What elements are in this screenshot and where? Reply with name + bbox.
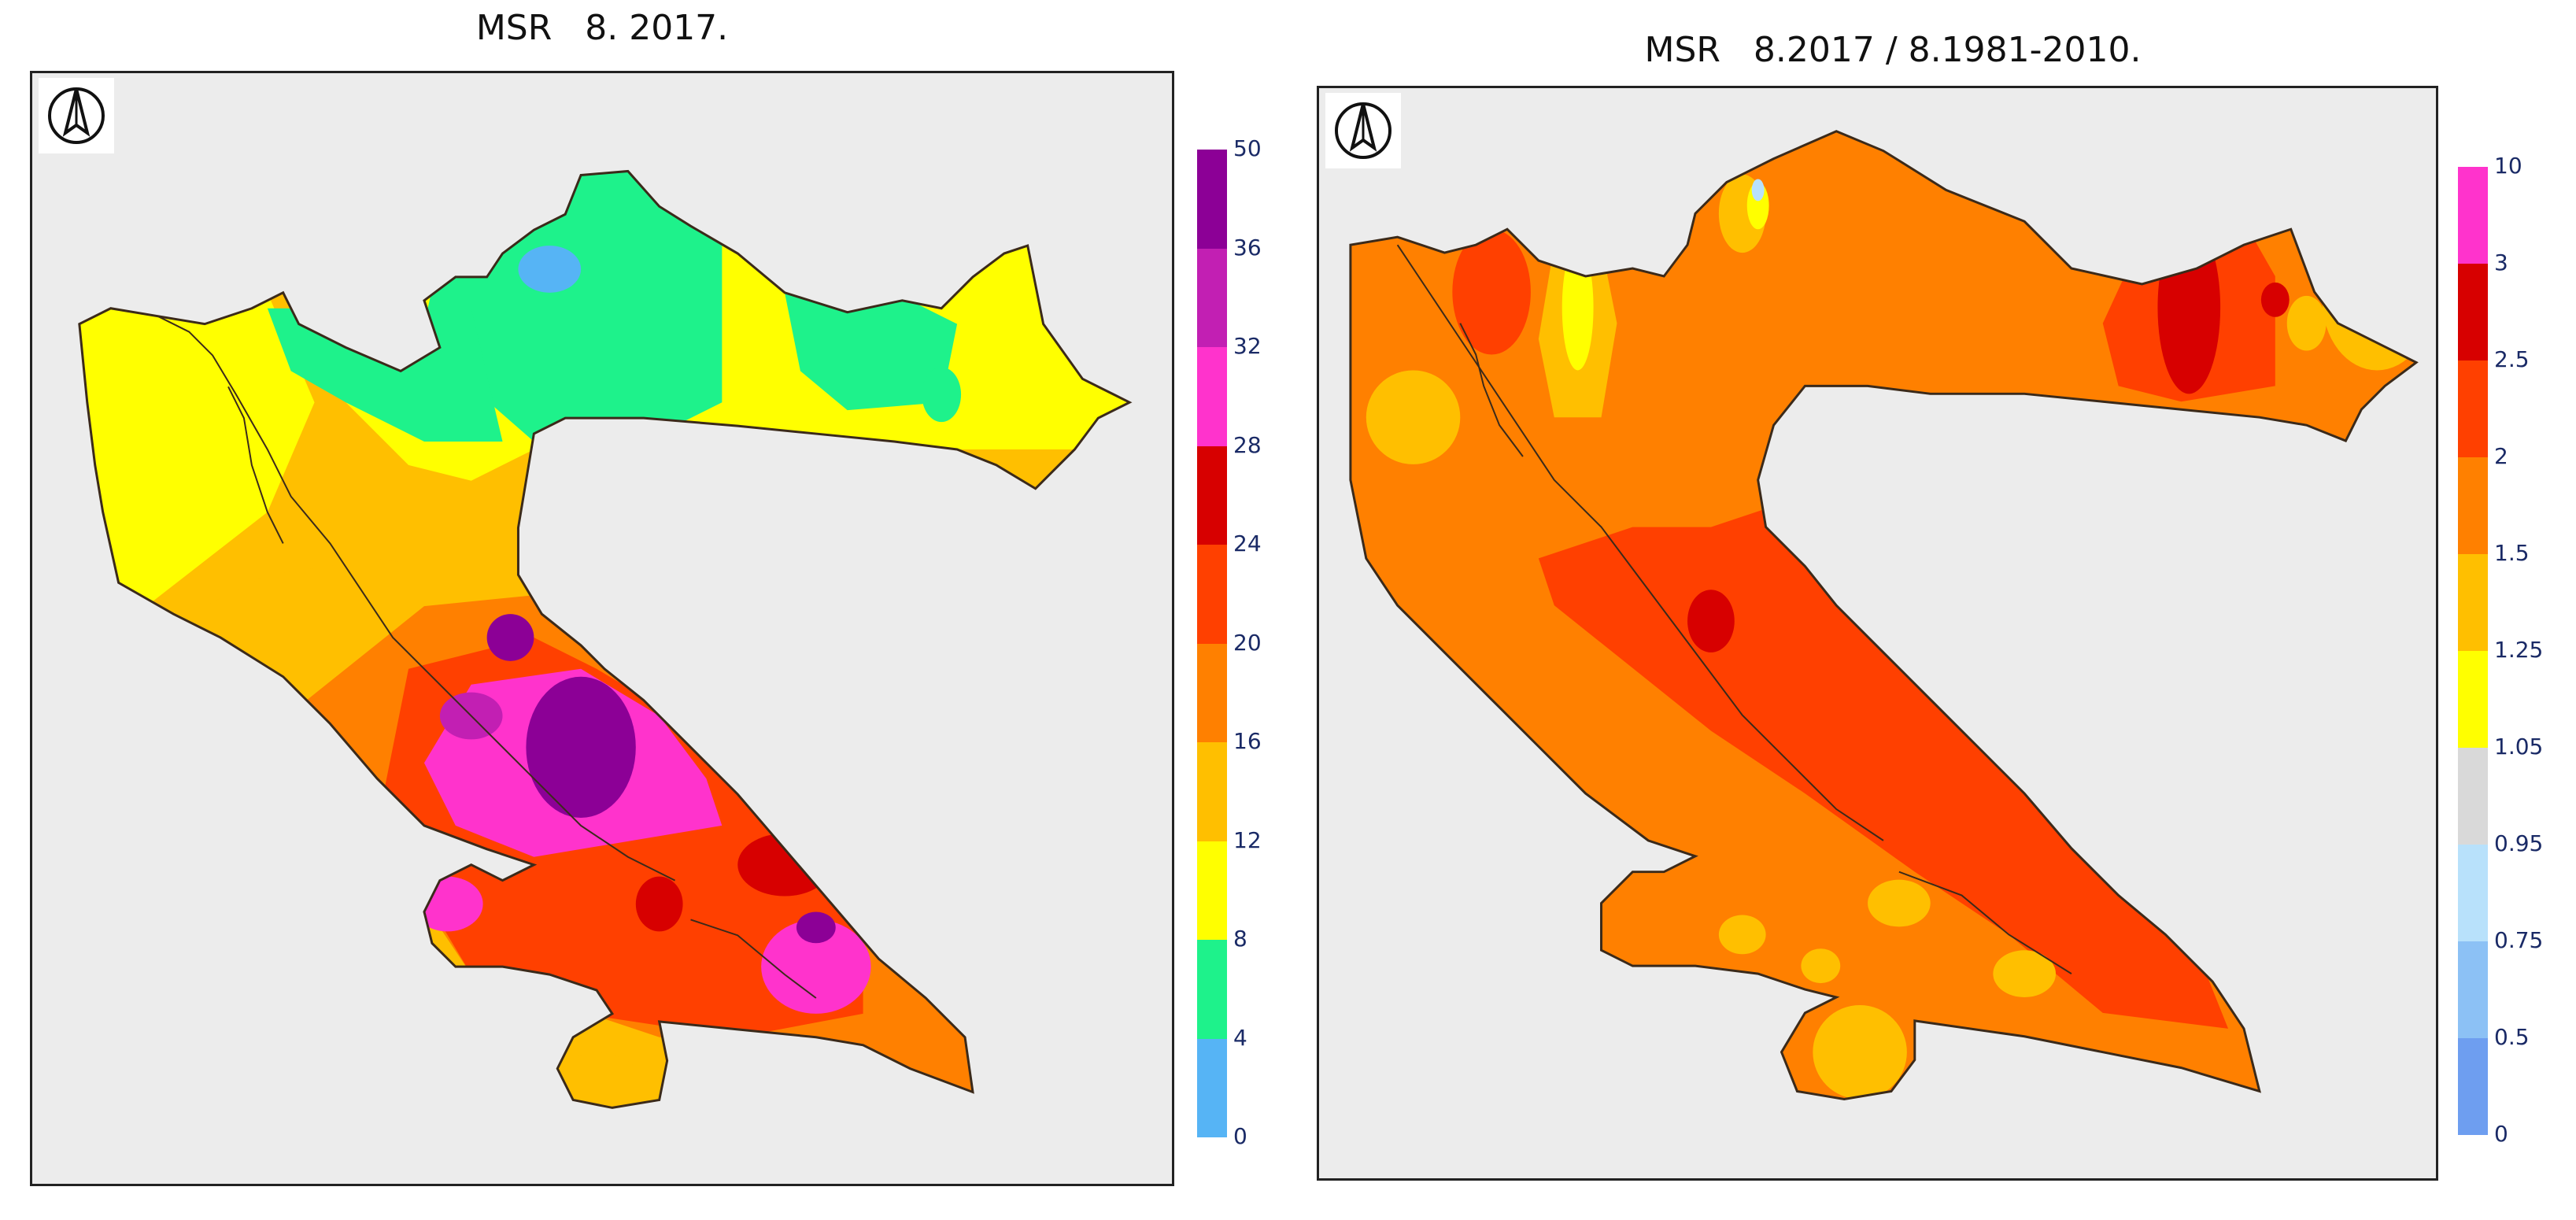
legend-swatch xyxy=(2458,457,2488,554)
legend-tick-label: 0 xyxy=(2494,1121,2508,1147)
north-arrow-icon xyxy=(1325,93,1401,168)
precipitation-legend: 0 4 8 12 16 20 24 28 32 36 50 xyxy=(1197,135,1292,1149)
precipitation-map-panel: 0 4 8 12 16 20 24 28 32 36 50 xyxy=(30,71,1262,1186)
legend-swatch xyxy=(1197,841,1227,940)
legend-tick-label: 12 xyxy=(1233,826,1262,853)
legend-swatch xyxy=(1197,150,1227,249)
legend-swatch xyxy=(2458,554,2488,651)
legend-tick-label: 0.5 xyxy=(2494,1024,2530,1050)
legend-swatch xyxy=(1197,347,1227,446)
legend-swatch xyxy=(2458,1038,2488,1135)
legend-tick-label: 8 xyxy=(1233,926,1247,952)
legend-tick-label: 36 xyxy=(1233,234,1262,261)
precipitation-ratio-map-panel: 0 0.5 0.75 0.95 1.05 1.25 1.5 2 2.5 3 10 xyxy=(1317,86,2543,1181)
north-arrow-icon xyxy=(39,78,114,153)
legend-swatch xyxy=(1197,742,1227,841)
legend-tick-label: 3 xyxy=(2494,250,2508,275)
legend-swatch xyxy=(1197,1038,1227,1137)
precipitation-ratio-map xyxy=(1349,130,2418,1100)
legend-tick-label: 32 xyxy=(1233,333,1262,359)
legend-tick-label: 50 xyxy=(1233,135,1262,161)
legend-tick-label: 1.25 xyxy=(2494,637,2544,663)
legend-swatch xyxy=(2458,845,2488,941)
legend-tick-label: 2 xyxy=(2494,443,2508,469)
legend-swatch xyxy=(2458,748,2488,845)
legend-swatch xyxy=(1197,643,1227,742)
legend-tick-label: 20 xyxy=(1233,629,1262,656)
legend-tick-label: 2.5 xyxy=(2494,346,2530,372)
legend-tick-label: 10 xyxy=(2494,153,2522,179)
legend-tick-label: 0 xyxy=(1233,1123,1247,1149)
map-title-left: MSR 8. 2017. xyxy=(475,8,729,48)
legend-swatch xyxy=(1197,940,1227,1039)
legend-swatch xyxy=(2458,264,2488,360)
legend-tick-label: 0.75 xyxy=(2494,927,2544,953)
precipitation-map xyxy=(78,169,1131,1109)
legend-swatch xyxy=(1197,545,1227,644)
ratio-legend: 0 0.5 0.75 0.95 1.05 1.25 1.5 2 2.5 3 10 xyxy=(2458,153,2552,1147)
legend-swatch xyxy=(2458,167,2488,264)
legend-swatch xyxy=(2458,651,2488,748)
legend-swatch xyxy=(1197,248,1227,347)
legend-tick-label: 16 xyxy=(1233,728,1262,754)
legend-tick-label: 28 xyxy=(1233,431,1262,458)
legend-swatch xyxy=(2458,360,2488,457)
map-title-right: MSR 8.2017 / 8.1981-2010. xyxy=(1644,30,2142,70)
legend-swatch xyxy=(1197,445,1227,545)
legend-swatch xyxy=(2458,941,2488,1038)
legend-tick-label: 0.95 xyxy=(2494,830,2544,856)
legend-tick-label: 4 xyxy=(1233,1024,1247,1051)
legend-tick-label: 24 xyxy=(1233,531,1262,556)
legend-tick-label: 1.05 xyxy=(2494,734,2544,760)
legend-tick-label: 1.5 xyxy=(2494,540,2530,566)
